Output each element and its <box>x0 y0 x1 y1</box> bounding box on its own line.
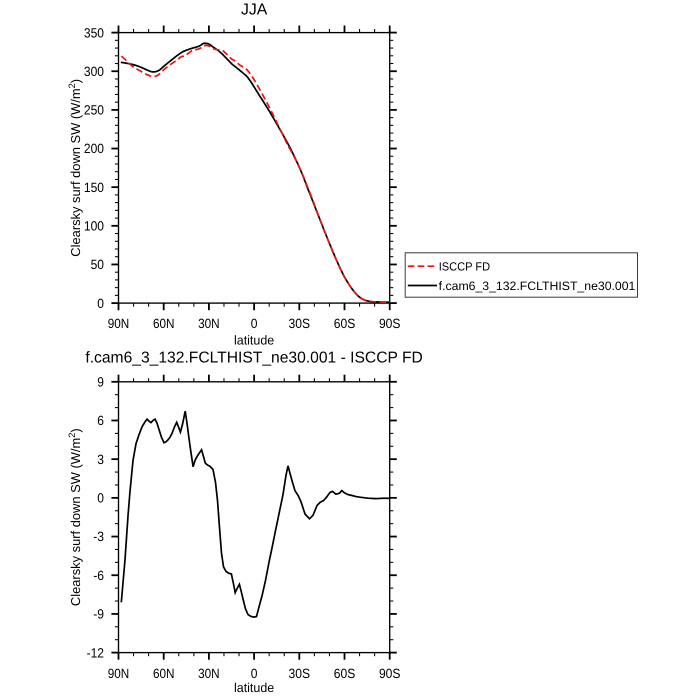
svg-text:90N: 90N <box>108 316 130 331</box>
svg-text:latitude: latitude <box>234 680 274 695</box>
svg-text:90S: 90S <box>379 316 401 331</box>
svg-text:60N: 60N <box>153 666 175 681</box>
svg-text:0: 0 <box>97 491 104 506</box>
svg-text:ISCCP FD: ISCCP FD <box>439 260 491 274</box>
svg-text:30S: 30S <box>289 666 311 681</box>
svg-text:0: 0 <box>251 666 258 681</box>
svg-text:f.cam6_3_132.FCLTHIST_ne30.001: f.cam6_3_132.FCLTHIST_ne30.001 <box>439 279 636 293</box>
svg-text:9: 9 <box>97 375 104 390</box>
svg-text:150: 150 <box>84 180 104 195</box>
svg-text:100: 100 <box>84 219 104 234</box>
svg-text:Clearsky surf down SW (W/m2): Clearsky surf down SW (W/m2) <box>67 79 83 257</box>
svg-text:200: 200 <box>84 141 104 156</box>
svg-text:6: 6 <box>97 413 104 428</box>
svg-text:-6: -6 <box>93 568 104 583</box>
svg-text:-3: -3 <box>93 529 104 544</box>
svg-text:0: 0 <box>97 296 104 311</box>
svg-text:30N: 30N <box>198 316 220 331</box>
svg-text:JJA: JJA <box>241 2 268 19</box>
svg-text:90N: 90N <box>108 666 130 681</box>
svg-text:250: 250 <box>84 103 104 118</box>
svg-text:60S: 60S <box>334 316 356 331</box>
svg-text:0: 0 <box>251 316 258 331</box>
svg-text:60N: 60N <box>153 316 175 331</box>
svg-text:60S: 60S <box>334 666 356 681</box>
svg-text:f.cam6_3_132.FCLTHIST_ne30.001: f.cam6_3_132.FCLTHIST_ne30.001 - ISCCP F… <box>85 349 423 366</box>
svg-text:Clearsky surf down SW (W/m2): Clearsky surf down SW (W/m2) <box>67 428 83 606</box>
svg-text:3: 3 <box>97 452 104 467</box>
svg-text:-9: -9 <box>93 607 104 622</box>
svg-text:30S: 30S <box>289 316 311 331</box>
svg-text:300: 300 <box>84 64 104 79</box>
svg-text:latitude: latitude <box>234 333 274 348</box>
svg-text:30N: 30N <box>198 666 220 681</box>
svg-text:-12: -12 <box>87 645 104 660</box>
svg-text:50: 50 <box>91 257 104 272</box>
svg-text:350: 350 <box>84 25 104 40</box>
svg-text:90S: 90S <box>379 666 401 681</box>
